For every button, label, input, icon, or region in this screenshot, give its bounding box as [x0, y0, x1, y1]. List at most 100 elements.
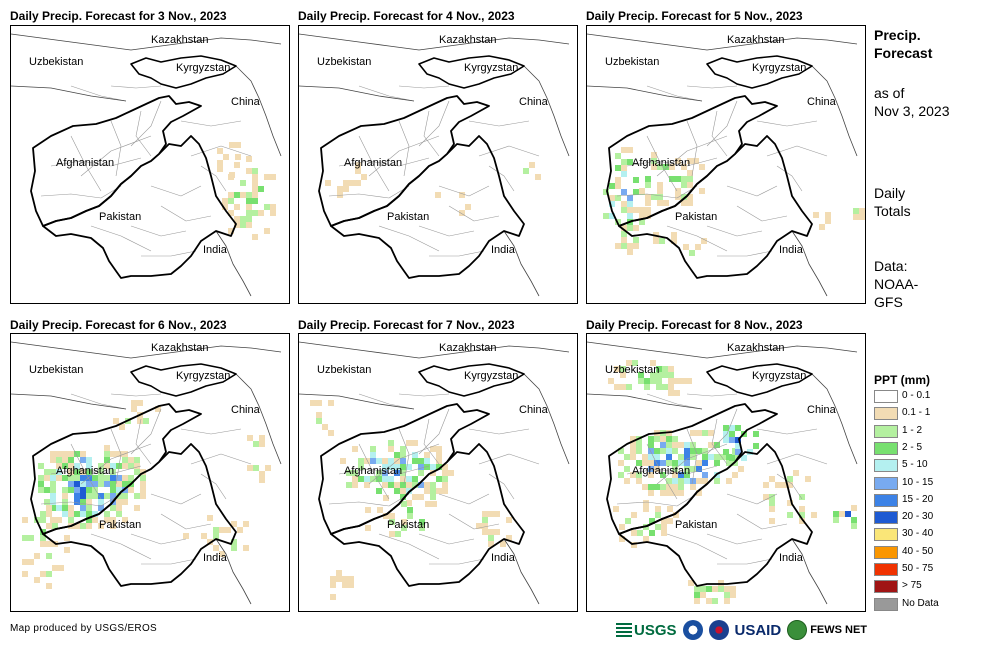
legend-title: PPT (mm)	[874, 373, 931, 387]
legend-swatch	[874, 424, 898, 438]
province-border	[150, 493, 202, 505]
country-border	[235, 373, 282, 465]
province-border	[200, 165, 227, 192]
province-border	[686, 393, 738, 397]
place-label-kyrgyzstan: Kyrgyzstan	[464, 62, 519, 74]
province-border	[110, 120, 122, 177]
province-border	[398, 393, 450, 397]
place-label-kazakhstan: Kazakhstan	[439, 342, 497, 354]
province-border	[418, 533, 475, 545]
legend-label: 2 - 5	[902, 441, 923, 453]
country-border	[11, 393, 127, 410]
legend-swatch	[874, 580, 898, 594]
country-border	[811, 65, 858, 157]
province-border	[616, 493, 698, 507]
place-label-india: India	[491, 552, 515, 564]
pakistan-border	[42, 135, 237, 279]
province-border	[646, 135, 678, 192]
province-border	[358, 135, 390, 192]
place-label-uzbekistan: Uzbekistan	[29, 56, 84, 68]
place-label-china: China	[807, 96, 836, 108]
province-border	[418, 225, 475, 237]
province-border	[706, 533, 763, 545]
country-border	[215, 230, 252, 297]
place-label-china: China	[807, 404, 836, 416]
legend-label: > 75	[902, 580, 922, 592]
legend-label: 40 - 50	[902, 545, 934, 557]
country-border	[11, 85, 127, 102]
country-border	[299, 341, 570, 359]
province-border	[180, 120, 242, 127]
data-label-3: GFS	[874, 294, 903, 310]
place-label-uzbekistan: Uzbekistan	[29, 364, 84, 376]
legend-swatch	[874, 511, 898, 525]
province-border	[180, 428, 242, 435]
province-border	[706, 408, 738, 455]
country-border	[503, 538, 540, 605]
province-border	[141, 250, 197, 257]
fews-logo-text: FEWS NET	[810, 624, 868, 636]
place-label-afghanistan: Afghanistan	[344, 465, 403, 477]
place-label-pakistan: Pakistan	[387, 519, 430, 531]
province-border	[478, 145, 540, 157]
province-border	[418, 100, 450, 147]
province-border	[70, 443, 102, 500]
place-label-pakistan: Pakistan	[387, 211, 430, 223]
province-border	[686, 120, 698, 177]
province-border	[776, 473, 803, 500]
province-border	[358, 85, 415, 102]
kyrgyzstan-border	[706, 363, 813, 397]
place-label-kyrgyzstan: Kyrgyzstan	[752, 370, 807, 382]
precip-map	[587, 341, 858, 605]
place-label-uzbekistan: Uzbekistan	[605, 364, 660, 376]
province-border	[40, 185, 122, 199]
province-border	[358, 443, 390, 500]
country-border	[587, 85, 703, 102]
province-border	[90, 533, 152, 560]
province-border	[190, 145, 252, 157]
precip-map	[299, 33, 570, 297]
place-label-uzbekistan: Uzbekistan	[317, 56, 372, 68]
legend-swatch	[874, 441, 898, 455]
place-label-afghanistan: Afghanistan	[56, 465, 115, 477]
kyrgyzstan-border	[418, 55, 525, 89]
country-border	[503, 230, 540, 297]
province-border	[468, 428, 530, 435]
province-border	[666, 533, 728, 560]
precip-cells	[310, 400, 512, 600]
place-label-kazakhstan: Kazakhstan	[151, 34, 209, 46]
province-border	[368, 135, 440, 177]
map-panel-5: Kazakhstan Uzbekistan Kyrgyzstan China Afgha…	[298, 333, 578, 612]
pakistan-border	[330, 135, 525, 279]
precip-cells	[325, 162, 541, 216]
province-border	[200, 473, 227, 500]
province-border	[711, 110, 728, 157]
map-panel-6: Kazakhstan Uzbekistan Kyrgyzstan China Afgha…	[586, 333, 866, 612]
legend-label: 10 - 15	[902, 476, 934, 488]
panel-title-4: Daily Precip. Forecast for 6 Nov., 2023	[10, 318, 227, 332]
pakistan-border	[330, 443, 525, 587]
province-border	[468, 120, 530, 127]
pakistan-border	[42, 443, 237, 587]
province-border	[328, 493, 410, 507]
place-label-kyrgyzstan: Kyrgyzstan	[176, 370, 231, 382]
country-border	[587, 393, 703, 410]
province-border	[656, 443, 728, 485]
place-label-uzbekistan: Uzbekistan	[605, 56, 660, 68]
legend-swatch	[874, 563, 898, 576]
province-border	[736, 513, 788, 530]
legend-label: 1 - 2	[902, 424, 923, 436]
kyrgyzstan-border	[130, 55, 237, 89]
place-label-kyrgyzstan: Kyrgyzstan	[464, 370, 519, 382]
kyrgyzstan-border	[706, 55, 813, 89]
globe-icon	[787, 620, 808, 640]
place-label-pakistan: Pakistan	[675, 519, 718, 531]
legend-label: No Data	[902, 597, 939, 609]
usgs-logo: USGS	[616, 622, 677, 639]
province-border	[423, 110, 440, 157]
side-title-2: Forecast	[874, 45, 933, 61]
legend-label: 0.1 - 1	[902, 407, 931, 419]
pakistan-border	[618, 135, 813, 279]
country-border	[523, 373, 570, 465]
province-border	[135, 110, 152, 157]
